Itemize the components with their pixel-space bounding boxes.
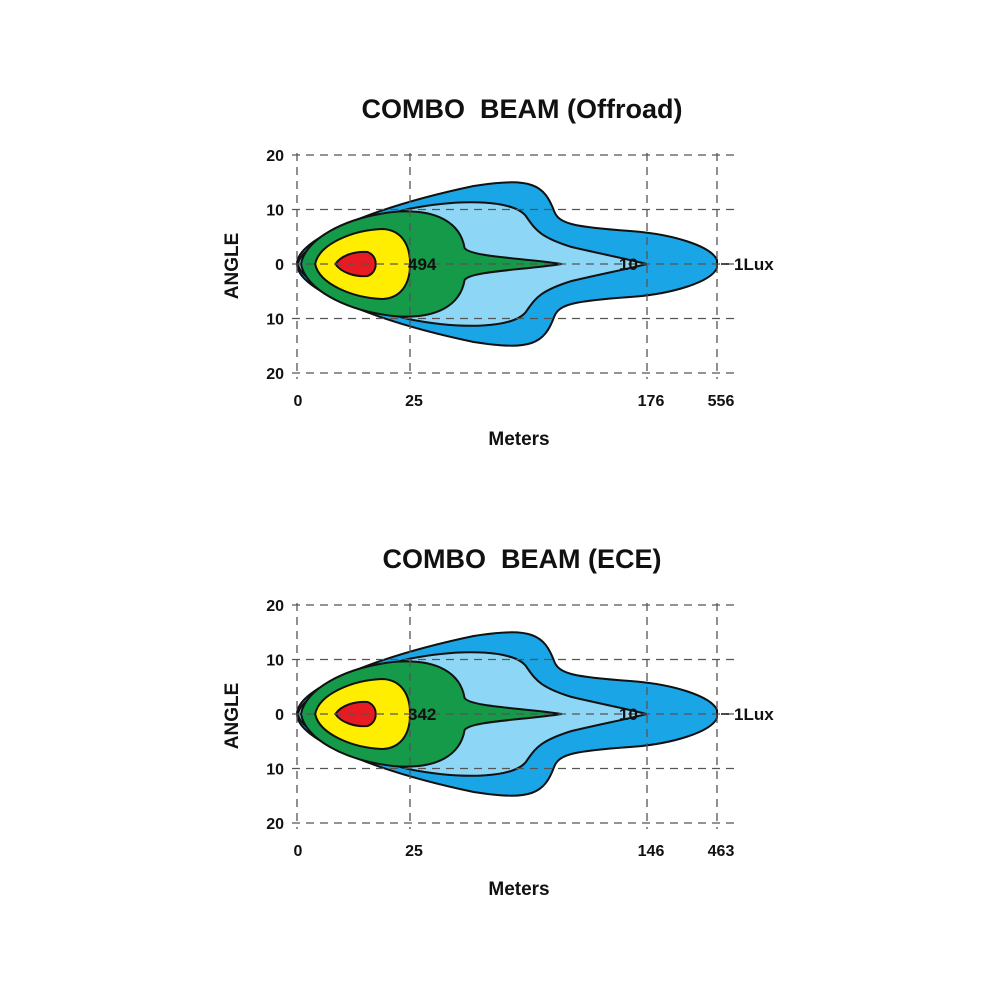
y-tick-label: 20 — [266, 598, 284, 615]
y-tick-label: 20 — [266, 816, 284, 833]
value-label-1lux: 1Lux — [734, 705, 774, 724]
y-tick-label: 10 — [266, 762, 284, 779]
y-tick-label: 20 — [266, 366, 284, 383]
y-axis-label: ANGLE — [222, 683, 243, 750]
x-axis-label: Meters — [488, 879, 549, 900]
x-tick-label: 25 — [405, 843, 423, 860]
value-label-1lux: 1Lux — [734, 255, 774, 274]
beam-chart-svg: COMBO BEAM (Offroad) 20 10 0 10 20 0 25 176 556 Me… — [222, 94, 774, 450]
x-tick-label: 0 — [294, 393, 303, 410]
y-tick-label: 10 — [266, 203, 284, 220]
y-tick-label: 20 — [266, 148, 284, 165]
value-label-10lux: 10 — [619, 705, 638, 724]
chart-title: COMBO BEAM (ECE) — [383, 544, 662, 574]
y-tick-label: 0 — [275, 707, 284, 724]
x-tick-label: 146 — [638, 843, 665, 860]
value-label-25m: 494 — [408, 255, 437, 274]
x-tick-label: 0 — [294, 843, 303, 860]
beam-chart-offroad: COMBO BEAM (Offroad) 20 10 0 10 20 0 25 176 556 Me… — [0, 0, 1000, 450]
y-tick-label: 0 — [275, 257, 284, 274]
x-tick-label: 556 — [708, 393, 735, 410]
x-tick-label: 463 — [708, 843, 735, 860]
x-tick-label: 176 — [638, 393, 665, 410]
x-axis-label: Meters — [488, 429, 549, 450]
value-label-10lux: 10 — [619, 255, 638, 274]
y-tick-label: 10 — [266, 653, 284, 670]
value-label-25m: 342 — [408, 705, 436, 724]
chart-title: COMBO BEAM (Offroad) — [362, 94, 683, 124]
x-tick-label: 25 — [405, 393, 423, 410]
beam-chart-ece: COMBO BEAM (ECE) 20 10 0 10 20 0 25 146 463 Meters… — [0, 450, 1000, 900]
y-axis-label: ANGLE — [222, 233, 243, 300]
beam-chart-svg: COMBO BEAM (ECE) 20 10 0 10 20 0 25 146 463 Meters… — [222, 544, 774, 900]
y-tick-label: 10 — [266, 312, 284, 329]
